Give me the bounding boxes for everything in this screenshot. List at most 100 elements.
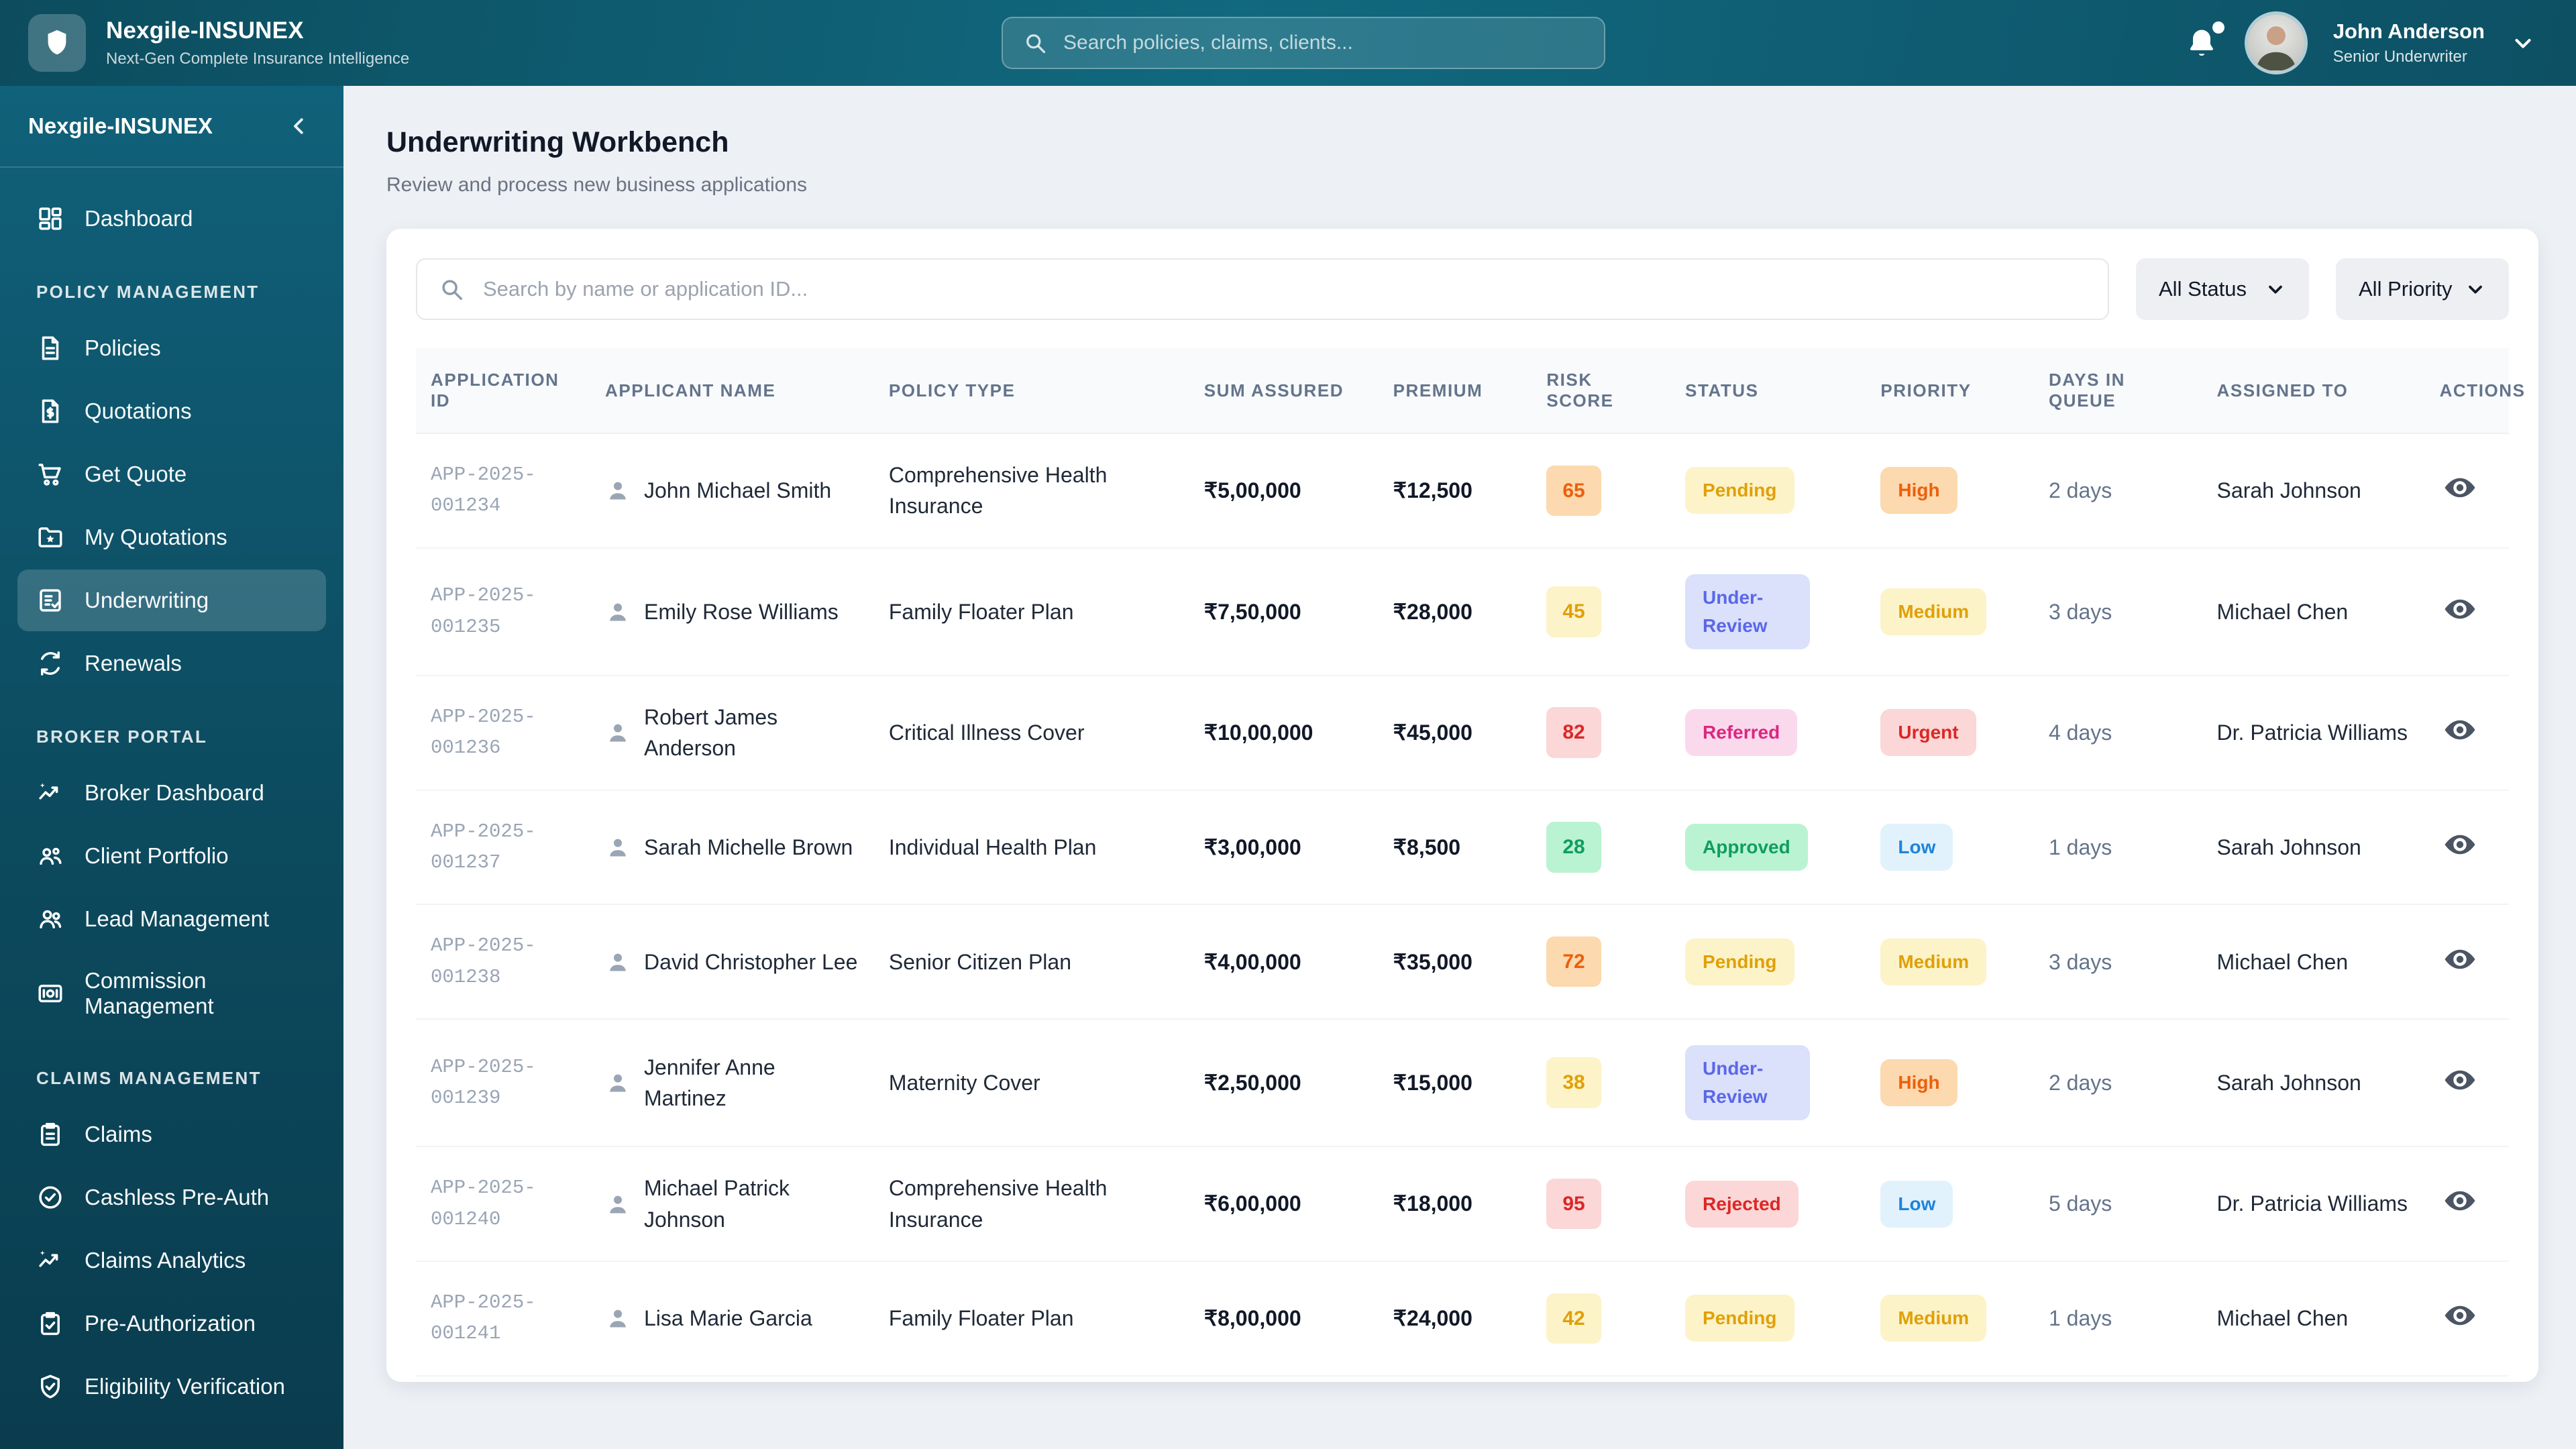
view-application-button[interactable] (2440, 939, 2480, 979)
application-id: APP-2025-001235 (416, 547, 590, 676)
risk-score-badge: 45 (1546, 586, 1601, 637)
status-badge: Approved (1685, 823, 1808, 871)
top-header: Nexgile-INSUNEX Next-Gen Complete Insura… (0, 0, 2576, 86)
policy-type: Comprehensive Health Insurance (873, 433, 1189, 549)
view-application-button[interactable] (2440, 468, 2480, 508)
sidebar-collapse-button[interactable] (283, 110, 315, 142)
sidebar-item-claims[interactable]: Claims (17, 1104, 326, 1165)
table-row: APP-2025-001234 John Michael Smith Compreh… (416, 433, 2509, 549)
sidebar-item-underwriting[interactable]: Underwriting (17, 570, 326, 631)
cart-icon (36, 460, 64, 488)
actions-cell (2424, 904, 2509, 1020)
avatar[interactable] (2244, 11, 2308, 74)
user-name: John Anderson (2332, 19, 2485, 43)
users-three-icon (36, 842, 64, 870)
chevron-down-icon[interactable] (2510, 30, 2536, 56)
table-row: APP-2025-001239 Jennifer Anne Martinez Mat… (416, 1019, 2509, 1148)
priority-cell: Medium (1866, 904, 2034, 1020)
risk-score-badge: 65 (1546, 465, 1601, 517)
view-application-button[interactable] (2440, 710, 2480, 750)
risk-score-badge: 28 (1546, 822, 1601, 873)
status-cell: Referred (1670, 675, 1866, 791)
actions-cell (2424, 1260, 2509, 1377)
eye-icon (2445, 599, 2475, 619)
assigned-to: Sarah Johnson (2202, 790, 2425, 906)
sidebar-item-quotations[interactable]: Quotations (17, 380, 326, 442)
application-id: APP-2025-001237 (416, 790, 590, 906)
col-status: STATUS (1670, 348, 1866, 434)
sidebar-item-get-quote[interactable]: Get Quote (17, 443, 326, 505)
risk-score-cell: 65 (1532, 433, 1671, 549)
sidebar-item-client-portfolio[interactable]: Client Portfolio (17, 825, 326, 887)
sidebar-item-label: Eligibility Verification (85, 1374, 285, 1399)
days-in-queue: 1 days (2033, 790, 2202, 906)
sidebar-item-label: Dashboard (85, 206, 193, 231)
col-policy-type: POLICY TYPE (873, 348, 1189, 434)
sidebar-item-lead-management[interactable]: Lead Management (17, 888, 326, 950)
table-row: APP-2025-001240 Michael Patrick Johnson Co… (416, 1146, 2509, 1262)
global-search[interactable] (1002, 17, 1605, 69)
dashboard-icon (36, 205, 64, 233)
view-application-button[interactable] (2440, 1181, 2480, 1221)
person-icon (610, 482, 626, 500)
eye-icon (2445, 720, 2475, 740)
assigned-to: Sarah Johnson (2202, 1019, 2425, 1148)
premium: ₹28,000 (1378, 547, 1532, 676)
sidebar-item-my-quotations[interactable]: My Quotations (17, 506, 326, 568)
sidebar-item-commission-management[interactable]: Commission Management (17, 951, 326, 1036)
view-application-button[interactable] (2440, 1060, 2480, 1100)
bell-icon[interactable] (2184, 21, 2224, 60)
status-badge: Under-Review (1685, 574, 1811, 649)
clipboard-check-icon (36, 1309, 64, 1338)
days-in-queue: 2 days (2033, 433, 2202, 549)
risk-score-cell: 42 (1532, 1260, 1671, 1377)
application-id: APP-2025-001241 (416, 1260, 590, 1377)
sum-assured: ₹5,00,000 (1189, 433, 1379, 549)
eye-icon (2445, 949, 2475, 969)
actions-cell (2424, 790, 2509, 906)
table-search[interactable] (416, 258, 2109, 320)
priority-filter-select[interactable]: All Priority (2336, 258, 2509, 320)
sidebar-item-policies[interactable]: Policies (17, 317, 326, 379)
actions-cell (2424, 1146, 2509, 1262)
application-id: APP-2025-001238 (416, 904, 590, 1020)
applicant-name: David Christopher Lee (643, 949, 858, 974)
view-application-button[interactable] (2440, 824, 2480, 865)
priority-badge: Low (1880, 1180, 1953, 1228)
sum-assured: ₹6,00,000 (1189, 1146, 1379, 1262)
sidebar-section-policy-management: POLICY MANAGEMENT (36, 282, 260, 302)
chevron-down-icon (2465, 278, 2486, 300)
priority-cell: Urgent (1866, 675, 2034, 791)
priority-badge: Medium (1880, 588, 1987, 635)
user-info: John Anderson Senior Underwriter (2333, 19, 2485, 66)
sidebar-item-label: Cashless Pre-Auth (85, 1185, 270, 1210)
sum-assured: ₹4,00,000 (1189, 904, 1379, 1020)
view-application-button[interactable] (2440, 589, 2480, 629)
view-application-button[interactable] (2440, 1295, 2480, 1336)
sidebar-item-pre-authorization[interactable]: Pre-Authorization (17, 1293, 326, 1354)
document-dollar-icon (36, 397, 64, 425)
risk-score-cell: 95 (1532, 1146, 1671, 1262)
assigned-to: Dr. Patricia Williams (2202, 1146, 2425, 1262)
global-search-input[interactable] (1062, 31, 1584, 55)
sidebar-item-cashless-pre-auth[interactable]: Cashless Pre-Auth (17, 1167, 326, 1228)
sidebar-item-renewals[interactable]: Renewals (17, 633, 326, 694)
col-days-in-queue: DAYS IN QUEUE (2033, 348, 2202, 434)
sidebar-item-dashboard[interactable]: Dashboard (17, 188, 326, 250)
sidebar-item-eligibility-verification[interactable]: Eligibility Verification (17, 1356, 326, 1417)
priority-badge: Low (1880, 823, 1953, 871)
status-cell: Pending (1670, 433, 1866, 549)
policy-type: Critical Illness Cover (873, 675, 1189, 791)
table-search-input[interactable] (482, 276, 2086, 302)
sidebar-item-broker-dashboard[interactable]: Broker Dashboard (17, 762, 326, 824)
col-risk-score: RISK SCORE (1532, 348, 1671, 434)
page-title: Underwriting Workbench (386, 126, 729, 158)
trend-sparkle-icon (36, 779, 64, 807)
person-icon (610, 839, 626, 857)
priority-cell: Low (1866, 790, 2034, 906)
sidebar-item-label: Policies (85, 335, 161, 360)
risk-score-badge: 42 (1546, 1293, 1601, 1344)
status-filter-select[interactable]: All Status (2136, 258, 2309, 320)
sidebar-item-claims-analytics[interactable]: Claims Analytics (17, 1230, 326, 1291)
col-applicant-name: APPLICANT NAME (590, 348, 874, 434)
